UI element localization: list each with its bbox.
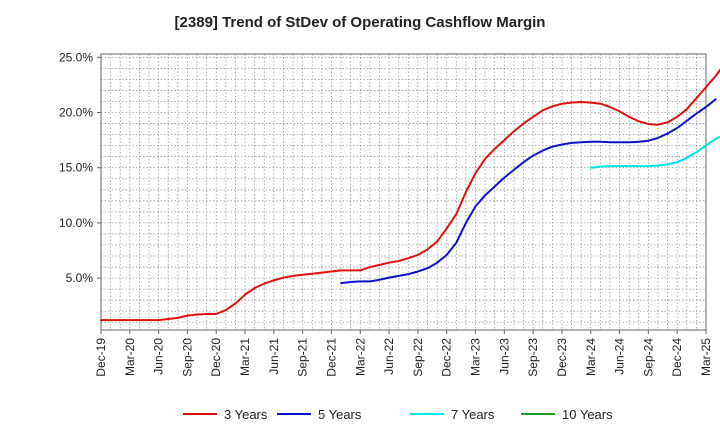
legend-label-4: 10 Years [562, 407, 613, 422]
series-line-3 [589, 135, 720, 169]
x-tick-label: Jun-21 [267, 338, 281, 375]
x-tick-label: Mar-20 [123, 338, 137, 376]
legend-label-3: 7 Years [451, 407, 495, 422]
chart-title: [2389] Trend of StDev of Operating Cashf… [174, 14, 546, 31]
x-tick-label: Sep-20 [180, 338, 194, 377]
x-tick-label: Jun-24 [613, 338, 627, 375]
x-tick-label: Dec-24 [670, 338, 684, 377]
y-tick-label: 5.0% [66, 271, 94, 285]
x-tick-label: Sep-22 [411, 338, 425, 377]
legend-label-1: 3 Years [224, 407, 268, 422]
x-tick-label: Mar-23 [469, 338, 483, 376]
plot-area [101, 54, 706, 330]
x-tick-label: Jun-20 [152, 338, 166, 375]
x-tick-label: Dec-19 [94, 338, 108, 377]
x-tick-label: Sep-24 [641, 338, 655, 377]
y-tick-label: 10.0% [59, 216, 93, 230]
legend-label-2: 5 Years [318, 407, 362, 422]
x-tick-label: Mar-25 [699, 338, 713, 376]
x-tick-label: Dec-20 [209, 338, 223, 377]
x-tick-label: Dec-21 [324, 338, 338, 377]
y-tick-label: 15.0% [59, 161, 93, 175]
x-tick-label: Dec-23 [555, 338, 569, 377]
x-tick-label: Jun-23 [497, 338, 511, 375]
series-line-1 [100, 68, 720, 322]
y-tick-label: 25.0% [59, 50, 93, 64]
x-tick-label: Mar-22 [353, 338, 367, 376]
y-tick-label: 20.0% [59, 106, 93, 120]
series-line-2 [340, 98, 717, 285]
x-tick-label: Jun-22 [382, 338, 396, 375]
plot-border [100, 53, 707, 331]
x-tick-label: Sep-23 [526, 338, 540, 377]
x-tick-label: Dec-22 [440, 338, 454, 377]
x-tick-label: Sep-21 [296, 338, 310, 377]
x-tick-label: Mar-24 [584, 338, 598, 376]
x-tick-label: Mar-21 [238, 338, 252, 376]
